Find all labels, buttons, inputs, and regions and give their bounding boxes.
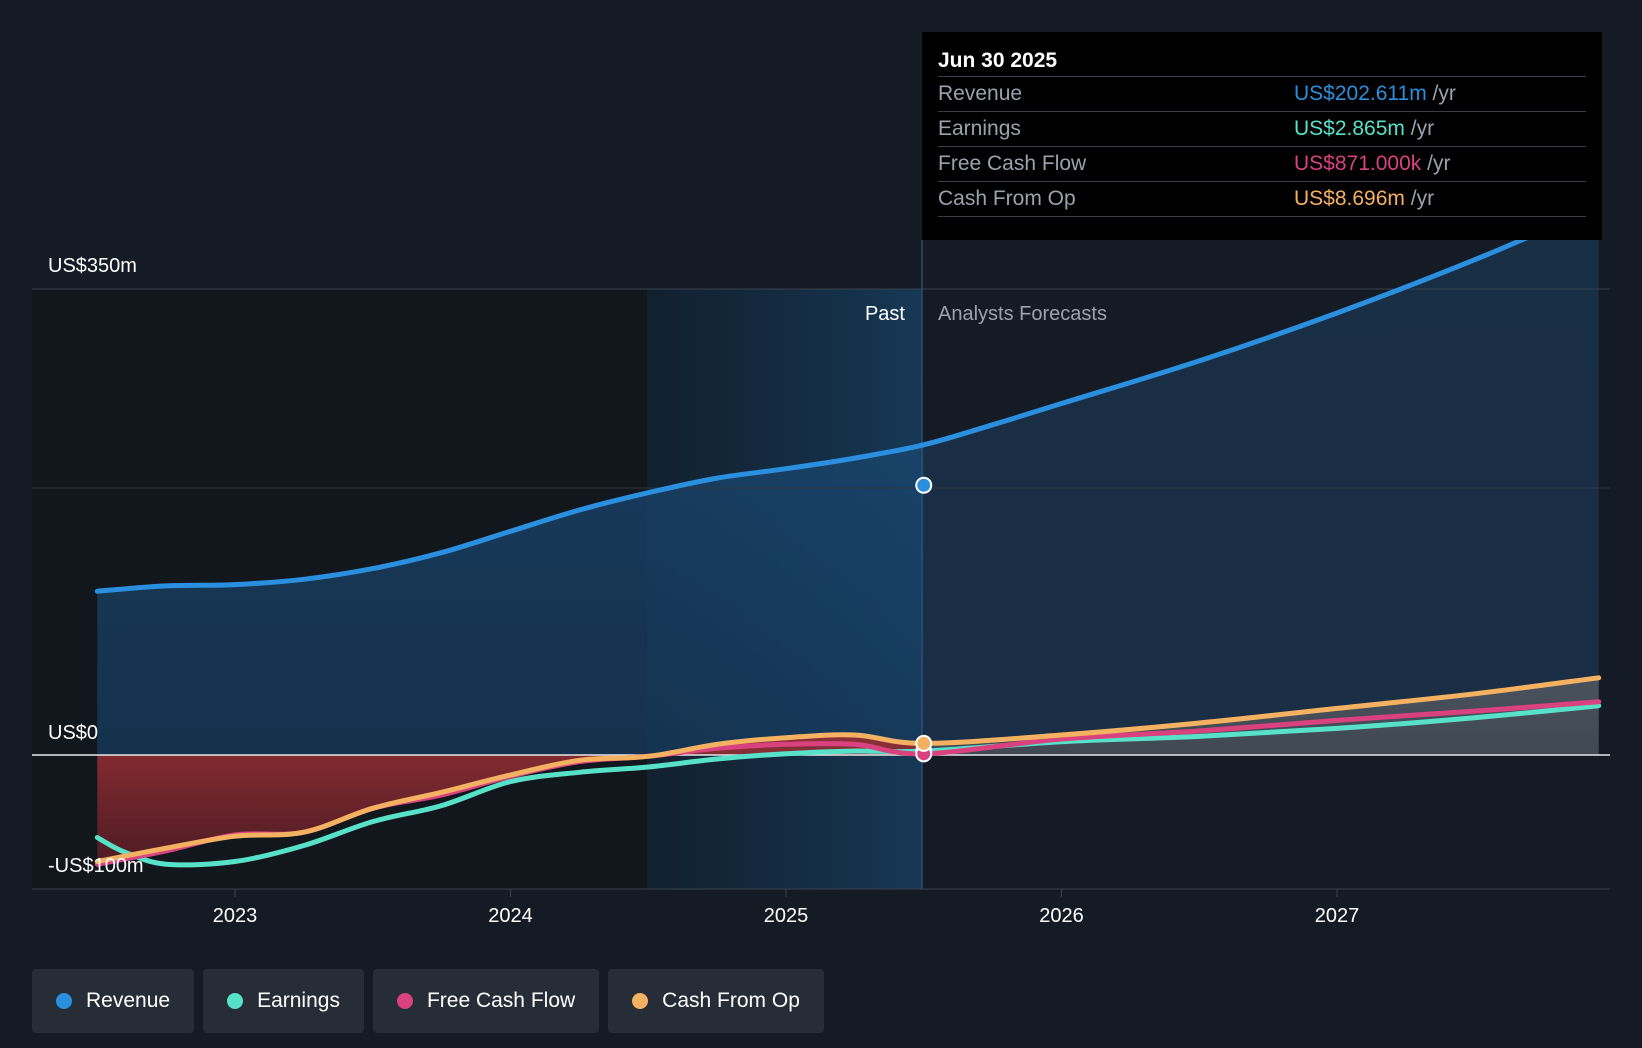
tooltip-value: US$871.000k /yr xyxy=(1294,147,1450,181)
legend-dot-icon xyxy=(227,993,244,1009)
tooltip-value: US$2.865m /yr xyxy=(1294,112,1434,146)
legend-item-revenue[interactable]: Revenue xyxy=(32,969,195,1033)
revenue-marker xyxy=(915,476,933,494)
legend-label: Earnings xyxy=(257,989,340,1012)
legend-label: Cash From Op xyxy=(662,989,800,1012)
tooltip-label: Revenue xyxy=(938,82,1023,105)
tooltip-row-free-cash-flow: Free Cash Flow US$871.000k /yr xyxy=(938,147,1586,182)
y-label-bottom: -US$100m xyxy=(48,855,144,877)
tooltip-unit: /yr xyxy=(1427,152,1451,175)
revenue-area-past xyxy=(97,444,924,755)
legend-label: Revenue xyxy=(86,989,171,1012)
tooltip-number: US$202.611m xyxy=(1294,82,1427,105)
cash-from-op-marker xyxy=(915,734,933,752)
tooltip-row-revenue: Revenue US$202.611m /yr xyxy=(938,77,1586,112)
legend-item-earnings[interactable]: Earnings xyxy=(203,969,364,1033)
forecast-label: Analysts Forecasts xyxy=(938,303,1107,325)
legend: Revenue Earnings Free Cash Flow Cash Fro… xyxy=(32,969,824,1033)
x-tick-label: 2025 xyxy=(764,905,809,927)
legend-dot-icon xyxy=(56,993,72,1009)
tooltip-label: Cash From Op xyxy=(938,187,1076,210)
tooltip-value: US$202.611m /yr xyxy=(1294,77,1456,111)
x-tick-label: 2027 xyxy=(1315,905,1360,927)
y-label-top: US$350m xyxy=(48,255,137,277)
revenue-line xyxy=(94,204,1602,594)
legend-label: Free Cash Flow xyxy=(426,989,576,1012)
tooltip-unit: /yr xyxy=(1410,117,1435,140)
tooltip-row-earnings: Earnings US$2.865m /yr xyxy=(938,112,1586,147)
legend-dot-icon xyxy=(396,993,413,1009)
legend-item-cash-from-op[interactable]: Cash From Op xyxy=(608,969,824,1033)
tooltip-number: US$8.696m xyxy=(1294,187,1405,210)
tooltip-value: US$8.696m /yr xyxy=(1294,182,1434,216)
tooltip-number: US$871.000k xyxy=(1294,152,1422,175)
tooltip: Jun 30 2025 Revenue US$202.611m /yr Earn… xyxy=(922,32,1602,240)
x-tick-label: 2026 xyxy=(1039,905,1084,927)
tooltip-label: Free Cash Flow xyxy=(938,152,1087,175)
revenue-area-forecast xyxy=(923,206,1599,755)
tooltip-label: Earnings xyxy=(938,117,1021,140)
legend-dot-icon xyxy=(632,993,649,1009)
legend-item-free-cash-flow[interactable]: Free Cash Flow xyxy=(372,969,600,1033)
tooltip-unit: /yr xyxy=(1432,82,1456,105)
past-label: Past xyxy=(865,303,905,325)
tooltip-number: US$2.865m xyxy=(1294,117,1405,140)
tooltip-unit: /yr xyxy=(1410,187,1435,210)
y-label-zero: US$0 xyxy=(48,722,98,744)
tooltip-row-cash-from-op: Cash From Op US$8.696m /yr xyxy=(938,182,1586,217)
tooltip-date: Jun 30 2025 xyxy=(938,46,1586,77)
x-tick-label: 2024 xyxy=(488,905,533,927)
cash-from-op-line xyxy=(94,675,1602,864)
earnings-line xyxy=(94,703,1602,868)
x-tick-label: 2023 xyxy=(213,905,258,927)
